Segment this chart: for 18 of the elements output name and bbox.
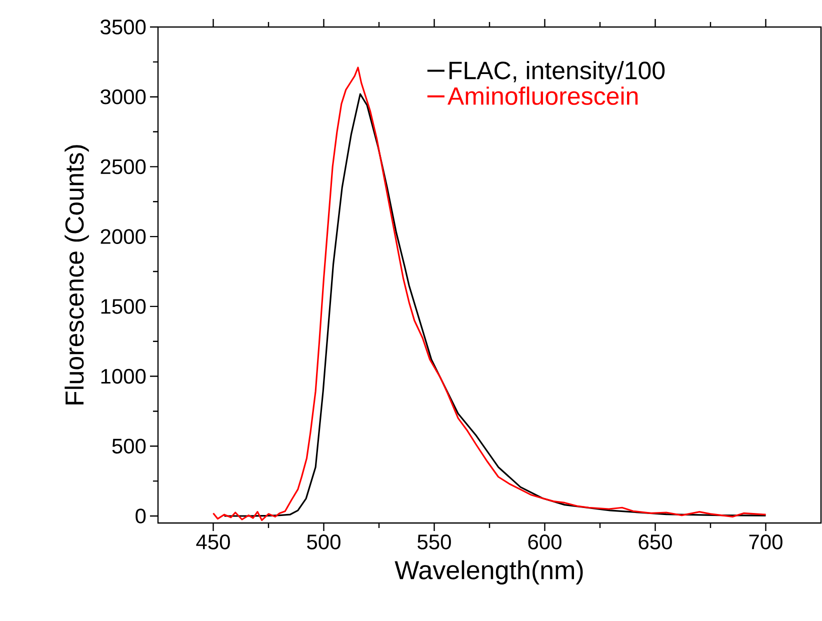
x-tick-label: 650 xyxy=(638,534,672,550)
x-tick-label: 600 xyxy=(528,534,562,550)
legend-label: FLAC, intensity/100 xyxy=(450,60,665,84)
x-axis-title: Wavelength(nm) xyxy=(394,560,583,584)
legend-label: Aminofluorescein xyxy=(448,86,638,105)
y-tick-label: 1000 xyxy=(101,368,146,384)
y-axis-title: Fluorescence (Counts) xyxy=(64,145,89,404)
y-tick-label: 1500 xyxy=(101,298,146,314)
y-tick-label: 500 xyxy=(112,438,146,454)
x-tick-label: 500 xyxy=(307,534,340,550)
y-tick-label: 2500 xyxy=(100,159,146,174)
x-tick-label: 700 xyxy=(749,534,782,550)
y-tick-label: 3000 xyxy=(100,89,146,104)
x-tick-label: 550 xyxy=(418,534,451,550)
y-tick-label: 2000 xyxy=(100,229,146,244)
x-tick-label: 450 xyxy=(196,534,230,550)
y-tick-label: 0 xyxy=(136,508,146,524)
y-tick-label: 3500 xyxy=(100,20,146,34)
